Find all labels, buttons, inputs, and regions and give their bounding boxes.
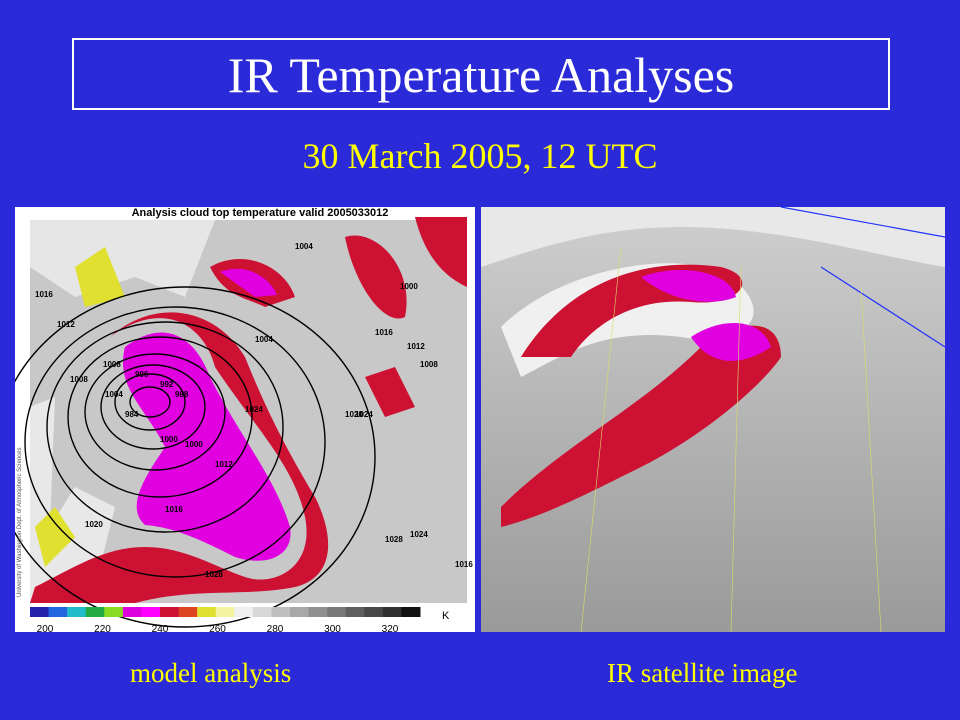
contour-label: 1024 bbox=[245, 405, 263, 414]
colorbar-unit: K bbox=[442, 610, 450, 622]
contour-label: 988 bbox=[175, 390, 189, 399]
contour-label: 1008 bbox=[70, 375, 88, 384]
colorbar-swatch bbox=[215, 607, 235, 617]
contour-label: 1004 bbox=[105, 390, 123, 399]
colorbar-tick-label: 320 bbox=[382, 624, 399, 632]
colorbar-swatch bbox=[160, 607, 180, 617]
contour-label: 1024 bbox=[410, 530, 428, 539]
contour-label: 1016 bbox=[455, 560, 473, 569]
slide-subtitle: 30 March 2005, 12 UTC bbox=[302, 136, 658, 176]
colorbar-tick-label: 300 bbox=[324, 624, 341, 632]
right-caption: IR satellite image bbox=[607, 658, 798, 688]
colorbar-swatch bbox=[122, 607, 142, 617]
colorbar-swatch bbox=[197, 607, 217, 617]
colorbar-swatch bbox=[104, 607, 124, 617]
map-credit: University of Washington Dept. of Atmosp… bbox=[17, 447, 23, 597]
colorbar-swatch bbox=[345, 607, 365, 617]
colorbar-swatch bbox=[290, 607, 310, 617]
colorbar-swatch bbox=[234, 607, 254, 617]
colorbar-tick-label: 240 bbox=[152, 624, 169, 632]
colorbar-swatch bbox=[141, 607, 161, 617]
colorbar-tick-label: 280 bbox=[267, 624, 284, 632]
map-field bbox=[30, 217, 467, 603]
colorbar-swatch bbox=[327, 607, 347, 617]
contour-label: 1000 bbox=[160, 435, 178, 444]
contours bbox=[15, 286, 376, 628]
colorbar-tick-label: 260 bbox=[209, 624, 226, 632]
contour-label: 1000 bbox=[400, 282, 418, 291]
colorbar-swatch bbox=[252, 607, 272, 617]
contour-label: 1008 bbox=[103, 360, 121, 369]
colorbar-tick-label: 220 bbox=[94, 624, 111, 632]
contour-label: 1016 bbox=[375, 328, 393, 337]
colorbar-swatch bbox=[382, 607, 402, 617]
colorbar-swatch bbox=[48, 607, 68, 617]
contour-label: 1008 bbox=[420, 360, 438, 369]
contour-label: 984 bbox=[125, 410, 139, 419]
colorbar-swatch bbox=[271, 607, 291, 617]
satellite-image bbox=[481, 207, 945, 632]
contour-label: 996 bbox=[135, 370, 149, 379]
contour-label: 1004 bbox=[255, 335, 273, 344]
contour-label: 1020 bbox=[345, 410, 363, 419]
left-caption: model analysis bbox=[130, 658, 292, 688]
slide-title: IR Temperature Analyses bbox=[72, 38, 890, 110]
contour-label: 1000 bbox=[185, 440, 203, 449]
map-heading: Analysis cloud top temperature valid 200… bbox=[132, 207, 389, 219]
colorbar-swatch bbox=[30, 607, 50, 617]
contour-label: 1016 bbox=[165, 505, 183, 514]
colorbar-swatch bbox=[85, 607, 105, 617]
colorbar-swatch bbox=[308, 607, 328, 617]
colorbar-swatch bbox=[401, 607, 421, 617]
contour-label: 1028 bbox=[205, 570, 223, 579]
contour-label: 1024 bbox=[355, 410, 373, 419]
model-map: Analysis cloud top temperature valid 200… bbox=[15, 207, 475, 632]
colorbar-swatch bbox=[364, 607, 384, 617]
contour-label: 1012 bbox=[57, 320, 75, 329]
colorbar-tick-label: 200 bbox=[37, 624, 54, 632]
contour-label: 1004 bbox=[295, 242, 313, 251]
contour-label: 1012 bbox=[407, 342, 425, 351]
colorbar-swatch bbox=[67, 607, 87, 617]
contour-label: 1012 bbox=[215, 460, 233, 469]
contour-label: 992 bbox=[160, 380, 174, 389]
contour-label: 1020 bbox=[85, 520, 103, 529]
colorbar-swatch bbox=[178, 607, 198, 617]
contour-label: 1028 bbox=[385, 535, 403, 544]
contour-label: 1016 bbox=[35, 290, 53, 299]
